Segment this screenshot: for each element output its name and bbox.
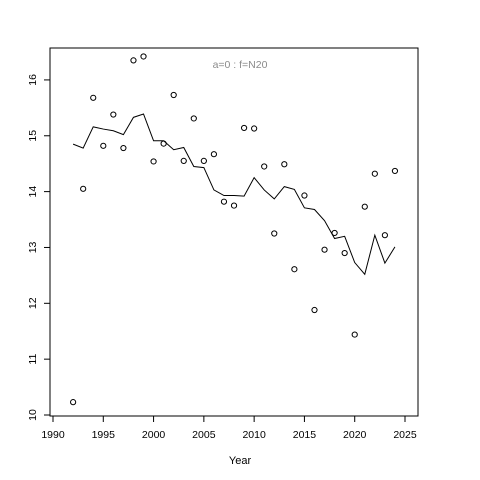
x-axis-title: Year bbox=[229, 455, 252, 467]
data-point bbox=[240, 124, 248, 132]
data-point bbox=[321, 246, 328, 253]
data-point bbox=[371, 170, 378, 177]
data-points bbox=[70, 53, 399, 406]
data-point bbox=[281, 161, 288, 168]
x-tick-label: 2015 bbox=[293, 429, 317, 441]
fit-line bbox=[72, 113, 396, 276]
data-point bbox=[190, 115, 197, 122]
plot-frame bbox=[49, 47, 419, 417]
x-tick-label: 1990 bbox=[41, 429, 65, 441]
data-point bbox=[150, 158, 157, 165]
x-tick-label: 2000 bbox=[142, 429, 166, 441]
data-point bbox=[271, 230, 278, 237]
data-point bbox=[220, 198, 228, 205]
y-tick-label: 14 bbox=[27, 186, 39, 198]
y-axis: 10 11 12 13 14 15 16 bbox=[27, 74, 50, 421]
data-point bbox=[160, 140, 167, 147]
data-point bbox=[251, 125, 258, 132]
x-tick-label: 2025 bbox=[393, 429, 417, 441]
x-tick-label: 1995 bbox=[92, 429, 116, 441]
data-point bbox=[391, 167, 399, 175]
data-point bbox=[210, 151, 218, 158]
y-tick-label: 12 bbox=[27, 297, 39, 309]
x-axis: 1990 1995 2000 2005 2010 2015 2020 2025 bbox=[41, 416, 417, 441]
data-point bbox=[230, 202, 238, 209]
data-point bbox=[381, 232, 388, 239]
data-point bbox=[311, 306, 318, 314]
data-point bbox=[261, 163, 268, 170]
y-tick-label: 10 bbox=[27, 409, 39, 421]
data-point bbox=[301, 192, 308, 199]
data-point bbox=[170, 91, 177, 99]
data-point bbox=[130, 57, 137, 64]
data-point bbox=[331, 229, 338, 237]
data-point bbox=[120, 144, 127, 152]
x-tick-label: 2005 bbox=[192, 429, 216, 441]
chart-annotation: a=0 : f=N20 bbox=[213, 59, 268, 71]
data-point bbox=[341, 249, 348, 257]
data-point bbox=[70, 399, 77, 406]
y-tick-label: 13 bbox=[27, 241, 39, 253]
data-point bbox=[200, 157, 207, 164]
data-point bbox=[100, 142, 107, 149]
data-point bbox=[351, 331, 358, 338]
data-point bbox=[180, 157, 187, 164]
y-tick-label: 15 bbox=[27, 130, 39, 142]
data-point bbox=[291, 266, 298, 273]
y-tick-label: 16 bbox=[27, 74, 39, 86]
x-tick-label: 2010 bbox=[242, 429, 266, 441]
data-point bbox=[110, 111, 117, 118]
data-point bbox=[80, 185, 87, 192]
data-point bbox=[140, 53, 147, 60]
data-point bbox=[361, 203, 368, 210]
y-tick-label: 11 bbox=[27, 354, 39, 365]
data-point bbox=[90, 94, 97, 101]
x-tick-label: 2020 bbox=[343, 429, 367, 441]
